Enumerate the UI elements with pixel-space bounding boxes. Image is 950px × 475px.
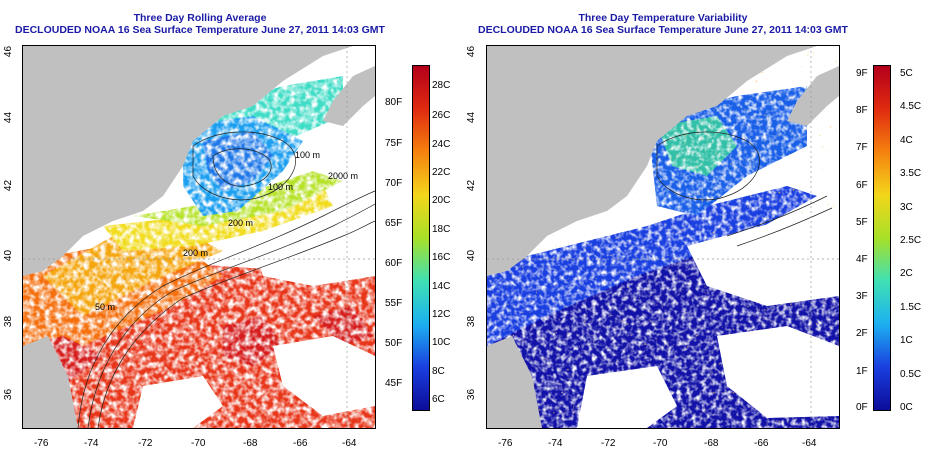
colorbar-label-f: 65F [385,218,403,229]
colorbar-label-f: 5F [856,217,868,228]
colorbar-label-f: 6F [856,180,868,191]
y-tick-label: 46 [3,45,15,58]
colorbar-label-f: 8F [856,105,868,116]
colorbar-label-c: 10C [432,337,451,348]
colorbar-label-f: 4F [856,254,868,265]
colorbar-label-c: 3.5C [900,168,922,179]
contour-label: 100 m [268,182,294,192]
colorbar-temperature [412,65,430,411]
colorbar-label-c: 26C [432,110,451,121]
x-tick-label: -64 [342,438,357,449]
x-tick-label: -74 [84,438,99,449]
colorbar-label-c: 18C [432,224,451,235]
land-delmarva [487,336,542,428]
colorbar-label-f: 70F [385,178,403,189]
sst-variability-map[interactable] [486,45,840,429]
colorbar-label-c: 2.5C [900,235,922,246]
colorbar-label-f: 2F [856,328,868,339]
colorbar-label-f: 80F [385,97,403,108]
colorbar-label-f: 50F [385,338,403,349]
x-tick-label: -70 [653,438,668,449]
colorbar-label-c: 24C [432,139,451,150]
colorbar-label-c: 16C [432,252,451,263]
y-tick-label: 42 [3,179,15,192]
lat-lon-grid [487,46,839,428]
colorbar-label-c: 28C [432,80,451,91]
colorbar-label-f: 7F [856,142,868,153]
colorbar-label-c: 14C [432,281,451,292]
panel-subtitle: DECLOUDED NOAA 16 Sea Surface Temperatur… [478,24,848,36]
colorbar-label-c: 3C [900,202,913,213]
land-mass [487,46,817,276]
contour-label: 100 m [295,150,321,160]
land-nova-scotia [323,66,375,126]
x-tick-label: -72 [138,438,153,449]
colorbar-label-c: 4.5C [900,101,922,112]
x-tick-label: -64 [802,438,817,449]
x-tick-label: -68 [243,438,258,449]
colorbar-label-f: 3F [856,291,868,302]
y-tick-label: 38 [3,315,15,328]
cloud-region [133,206,375,428]
x-tick-label: -66 [293,438,308,449]
colorbar-variability [873,65,891,411]
land-nova-scotia [787,66,839,126]
lat-lon-grid [23,46,375,428]
colorbar-label-c: 8C [432,366,445,377]
y-tick-label: 40 [3,249,15,262]
colorbar-label-f: 9F [856,68,868,79]
colorbar-label-f: 0F [856,402,868,413]
y-tick-label: 42 [466,179,478,192]
colorbar-label-c: 2C [900,268,913,279]
panel-temperature-variability: Three Day Temperature Variability DECLOU… [463,0,938,475]
colorbar-label-f: 55F [385,298,403,309]
colorbar-label-c: 5C [900,68,913,79]
contour-label: 200 m [183,248,209,258]
panel-title: Three Day Rolling Average [133,12,267,24]
y-tick-label: 36 [3,388,15,401]
colorbar-label-f: 75F [385,138,403,149]
sst-average-map[interactable] [22,45,376,429]
x-tick-label: -76 [34,438,49,449]
colorbar-label-f: 60F [385,258,403,269]
colorbar-label-c: 6C [432,394,445,405]
panel-subtitle: DECLOUDED NOAA 16 Sea Surface Temperatur… [15,24,385,36]
colorbar-label-c: 1C [900,335,913,346]
bathymetry-contours [656,131,833,247]
colorbar-label-c: 22C [432,167,451,178]
land-delmarva [23,336,78,428]
colorbar-label-c: 12C [432,309,451,320]
colorbar-label-f: 45F [385,378,403,389]
colorbar-label-c: 4C [900,135,913,146]
contour-label: 2000 m [328,171,359,181]
y-tick-label: 36 [466,388,478,401]
land-mass [23,46,353,276]
y-tick-label: 44 [3,111,15,124]
contour-label: 200 m [228,218,254,228]
x-tick-label: -72 [601,438,616,449]
contour-label: 50 m [95,302,116,312]
x-tick-label: -70 [191,438,206,449]
panel-rolling-average: Three Day Rolling Average DECLOUDED NOAA… [3,12,451,449]
colorbar-label-c: 20C [432,195,451,206]
x-tick-label: -76 [498,438,513,449]
colorbar-label-c: 1.5C [900,302,922,313]
y-tick-label: 40 [466,249,478,262]
x-tick-label: -66 [754,438,769,449]
colorbar-label-c: 0.5C [900,369,922,380]
cloud-region [577,211,839,428]
colorbar-label-f: 1F [856,366,868,377]
y-tick-label: 46 [466,45,478,58]
y-tick-label: 38 [466,315,478,328]
x-tick-label: -68 [704,438,719,449]
y-tick-label: 44 [466,111,478,124]
x-tick-label: -74 [548,438,563,449]
bathymetry-contours [77,131,375,428]
panel-title: Three Day Temperature Variability [578,12,748,24]
colorbar-label-c: 0C [900,402,913,413]
